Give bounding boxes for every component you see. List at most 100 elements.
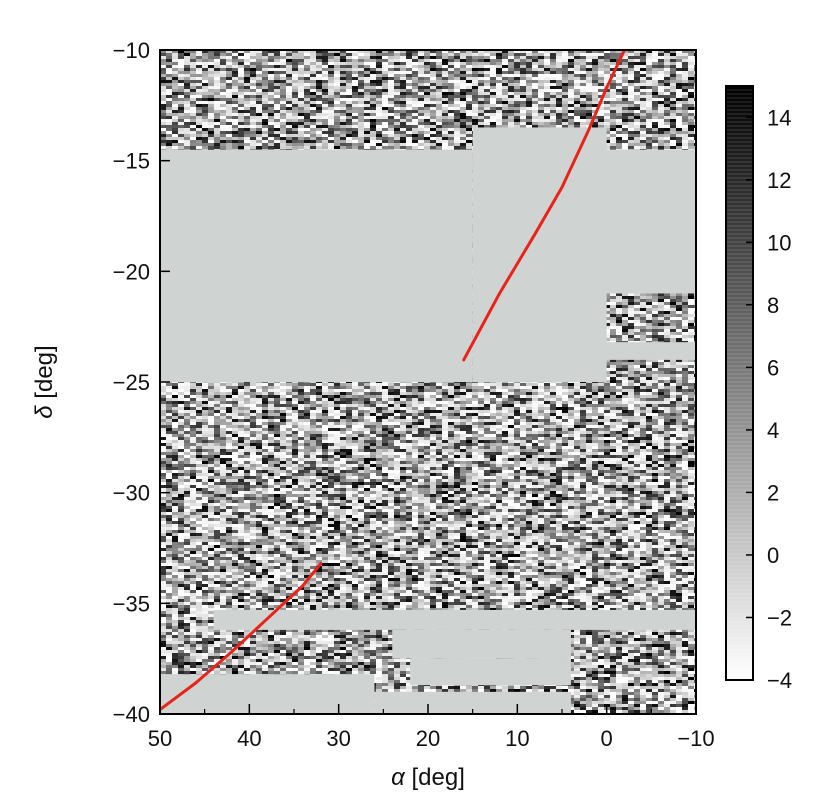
heatmap-cell: [394, 56, 400, 59]
heatmap-cell: [604, 53, 610, 56]
heatmap-cell: [160, 83, 166, 86]
heatmap-cell: [586, 77, 592, 80]
heatmap-cell: [616, 83, 622, 86]
heatmap-cell: [544, 77, 550, 80]
heatmap-cell: [172, 128, 178, 131]
heatmap-cell: [376, 50, 382, 53]
heatmap-cell: [310, 113, 316, 116]
heatmap-cell: [640, 116, 646, 119]
heatmap-cell: [256, 68, 262, 71]
heatmap-cell: [382, 59, 388, 62]
heatmap-cell: [436, 134, 442, 137]
heatmap-cell: [424, 56, 430, 59]
heatmap-cell: [370, 80, 376, 83]
heatmap-cell: [328, 53, 334, 56]
heatmap-cell: [316, 113, 322, 116]
heatmap-cell: [568, 107, 574, 110]
heatmap-cell: [184, 137, 190, 140]
heatmap-cell: [328, 146, 334, 149]
heatmap-cell: [478, 110, 484, 113]
heatmap-cell: [298, 77, 304, 80]
heatmap-cell: [292, 74, 298, 77]
heatmap-cell: [508, 53, 514, 56]
heatmap-cell: [460, 62, 466, 65]
heatmap-cell: [526, 74, 532, 77]
heatmap-cell: [586, 59, 592, 62]
heatmap-cell: [220, 110, 226, 113]
heatmap-cell: [322, 83, 328, 86]
heatmap-cell: [172, 143, 178, 146]
heatmap-cell: [634, 119, 640, 122]
heatmap-cell: [328, 128, 334, 131]
heatmap-cell: [388, 128, 394, 131]
heatmap-cell: [490, 62, 496, 65]
heatmap-cell: [514, 77, 520, 80]
heatmap-cell: [460, 146, 466, 149]
heatmap-cell: [340, 107, 346, 110]
heatmap-cell: [664, 116, 670, 119]
heatmap-cell: [220, 56, 226, 59]
heatmap-cell: [676, 119, 682, 122]
heatmap-cell: [544, 56, 550, 59]
heatmap-cell: [280, 107, 286, 110]
heatmap-cell: [616, 71, 622, 74]
heatmap-cell: [580, 113, 586, 116]
heatmap-cell: [166, 104, 172, 107]
heatmap-cell: [172, 137, 178, 140]
heatmap-cell: [562, 98, 568, 101]
heatmap-cell: [172, 122, 178, 125]
heatmap-cell: [226, 65, 232, 68]
heatmap-cell: [232, 98, 238, 101]
heatmap-cell: [544, 53, 550, 56]
heatmap-cell: [676, 77, 682, 80]
heatmap-cell: [628, 56, 634, 59]
heatmap-cell: [628, 50, 634, 53]
heatmap-cell: [322, 62, 328, 65]
heatmap-cell: [268, 140, 274, 143]
heatmap-cell: [376, 89, 382, 92]
heatmap-cell: [352, 62, 358, 65]
heatmap-cell: [616, 140, 622, 143]
heatmap-cell: [238, 86, 244, 89]
heatmap-cell: [604, 113, 610, 116]
heatmap-cell: [676, 128, 682, 131]
heatmap-cell: [472, 50, 478, 53]
heatmap-cell: [160, 110, 166, 113]
heatmap-cell: [262, 59, 268, 62]
heatmap-cell: [160, 128, 166, 131]
heatmap-cell: [382, 89, 388, 92]
heatmap-cell: [292, 116, 298, 119]
heatmap-cell: [184, 143, 190, 146]
heatmap-cell: [424, 146, 430, 149]
heatmap-cell: [232, 113, 238, 116]
heatmap-cell: [448, 53, 454, 56]
heatmap-cell: [220, 59, 226, 62]
heatmap-cell: [178, 131, 184, 134]
heatmap-cell: [310, 74, 316, 77]
heatmap-cell: [388, 95, 394, 98]
heatmap-cell: [202, 113, 208, 116]
heatmap-cell: [460, 110, 466, 113]
heatmap-cell: [250, 104, 256, 107]
heatmap-cell: [682, 71, 688, 74]
heatmap-cell: [286, 116, 292, 119]
heatmap-cell: [316, 110, 322, 113]
heatmap-cell: [256, 101, 262, 104]
heatmap-cell: [298, 131, 304, 134]
heatmap-cell: [526, 53, 532, 56]
heatmap-cell: [532, 50, 538, 53]
heatmap-cell: [274, 80, 280, 83]
heatmap-cell: [388, 77, 394, 80]
heatmap-cell: [598, 92, 604, 95]
heatmap-cell: [472, 104, 478, 107]
heatmap-cell: [442, 68, 448, 71]
heatmap-cell: [196, 50, 202, 53]
heatmap-cell: [604, 140, 610, 143]
heatmap-cell: [370, 110, 376, 113]
heatmap-cell: [610, 107, 616, 110]
heatmap-cell: [364, 62, 370, 65]
heatmap-cell: [382, 77, 388, 80]
heatmap-cell: [394, 86, 400, 89]
heatmap-cell: [382, 80, 388, 83]
heatmap-cell: [160, 53, 166, 56]
